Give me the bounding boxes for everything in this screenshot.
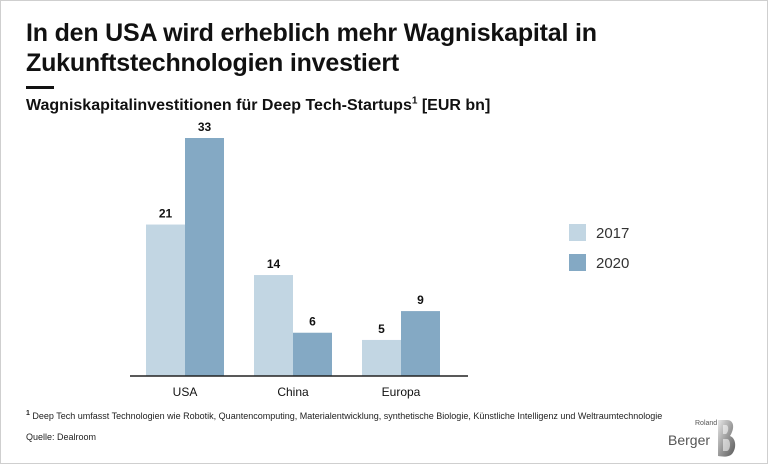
- x-tick-label-china: China: [277, 385, 309, 399]
- x-tick-label-usa: USA: [173, 385, 198, 399]
- subtitle-text: Wagniskapitalinvestitionen für Deep Tech…: [26, 97, 412, 114]
- bar-usa-2020: [185, 138, 224, 376]
- bar-china-2020: [293, 332, 332, 376]
- title-rule: [26, 86, 54, 89]
- page-title: In den USA wird erheblich mehr Wagniskap…: [26, 19, 597, 77]
- bar-china-2017: [254, 275, 293, 376]
- subtitle-footnote-mark: 1: [411, 95, 418, 107]
- subtitle-unit: [EUR bn]: [417, 97, 491, 114]
- source-note: Quelle: Dealroom: [26, 432, 97, 442]
- bar-usa-2017: [146, 224, 185, 376]
- logo-b-icon: [718, 420, 736, 457]
- logo-berger: Berger: [668, 432, 711, 448]
- legend-label-2020: 2020: [596, 255, 629, 272]
- bar-europa-2020: [401, 311, 440, 376]
- data-label-usa-2017: 21: [159, 207, 173, 221]
- legend-swatch-2017: [569, 224, 586, 241]
- data-label-china-2020: 6: [309, 315, 316, 329]
- logo-roland: Roland: [695, 420, 718, 427]
- x-tick-label-europa: Europa: [382, 385, 421, 399]
- footnote: 1 Deep Tech umfasst Technologien wie Rob…: [26, 410, 662, 421]
- roland-berger-logo: Roland Berger: [668, 418, 738, 458]
- footnote-text: Deep Tech umfasst Technologien wie Robot…: [29, 411, 663, 421]
- data-label-europa-2017: 5: [378, 322, 385, 336]
- data-label-usa-2020: 33: [198, 120, 212, 134]
- data-label-europa-2020: 9: [417, 293, 424, 307]
- legend-label-2017: 2017: [596, 225, 629, 242]
- footnote-mark: 1: [26, 410, 30, 417]
- data-label-china-2017: 14: [267, 257, 281, 271]
- bar-europa-2017: [362, 339, 401, 376]
- legend-swatch-2020: [569, 254, 586, 271]
- chart-subtitle: Wagniskapitalinvestitionen für Deep Tech…: [26, 95, 491, 115]
